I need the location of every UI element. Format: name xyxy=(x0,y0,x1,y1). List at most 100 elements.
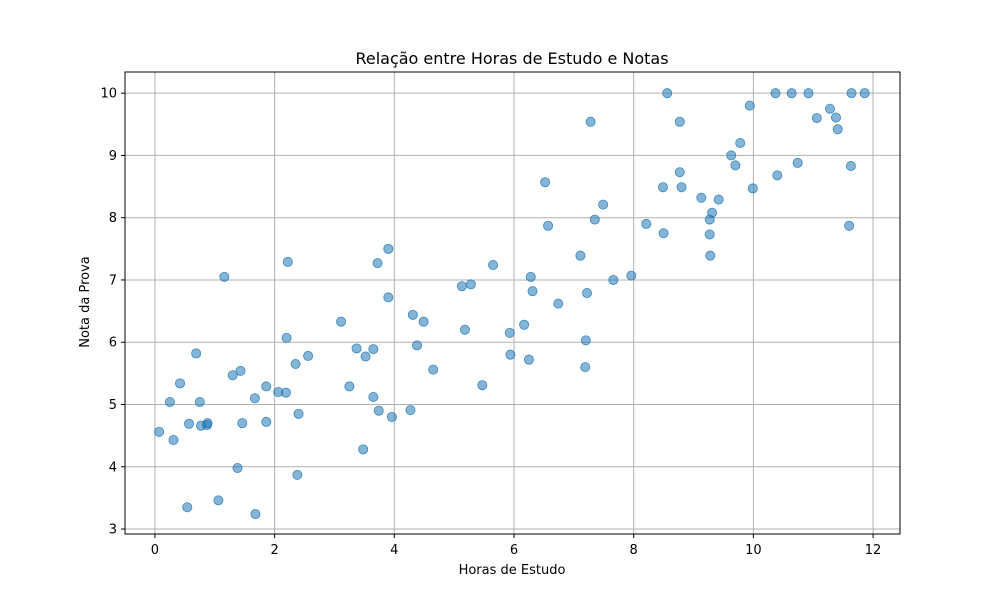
scatter-point xyxy=(580,362,591,373)
scatter-point xyxy=(824,103,835,114)
scatter-point xyxy=(589,214,600,225)
x-tick-label: 6 xyxy=(510,543,518,558)
scatter-point xyxy=(845,161,856,172)
scatter-point xyxy=(336,316,347,327)
scatter-point xyxy=(213,495,224,506)
scatter-point xyxy=(770,88,781,99)
scatter-point xyxy=(598,199,609,210)
x-axis-ticks: 0 2 4 6 8 10 12 xyxy=(151,534,881,558)
scatter-point xyxy=(261,416,272,427)
scatter-point xyxy=(292,469,303,480)
scatter-point xyxy=(184,418,195,429)
scatter-point xyxy=(290,359,301,370)
scatter-point xyxy=(227,370,238,381)
data-points xyxy=(154,88,870,520)
scatter-point xyxy=(237,418,248,429)
scatter-point xyxy=(658,228,669,239)
scatter-point xyxy=(846,88,857,99)
chart-title: Relação entre Horas de Estudo e Notas xyxy=(355,49,668,68)
scatter-point xyxy=(580,335,591,346)
scatter-point xyxy=(658,182,669,193)
scatter-point xyxy=(261,381,272,392)
scatter-point xyxy=(386,411,397,422)
y-tick-label: 5 xyxy=(109,398,117,413)
scatter-point xyxy=(553,298,564,309)
scatter-point xyxy=(540,177,551,188)
scatter-point xyxy=(662,88,673,99)
scatter-point xyxy=(368,392,379,403)
scatter-point xyxy=(154,426,165,437)
scatter-point xyxy=(232,462,243,473)
x-tick-label: 4 xyxy=(390,543,398,558)
scatter-point xyxy=(368,344,379,355)
scatter-point xyxy=(747,183,758,194)
scatter-point xyxy=(641,218,652,229)
y-tick-label: 3 xyxy=(109,523,117,538)
scatter-point xyxy=(735,137,746,148)
scatter-point xyxy=(488,260,499,271)
scatter-point xyxy=(608,274,619,285)
scatter-point xyxy=(674,116,685,127)
scatter-point xyxy=(456,281,467,292)
x-axis-label: Horas de Estudo xyxy=(459,563,566,578)
y-tick-label: 7 xyxy=(109,273,117,288)
scatter-point xyxy=(792,157,803,168)
scatter-point xyxy=(744,100,755,111)
scatter-point xyxy=(280,387,291,398)
y-tick-label: 8 xyxy=(109,211,117,226)
scatter-point xyxy=(383,292,394,303)
scatter-point xyxy=(505,349,516,360)
scatter-point xyxy=(175,378,186,389)
y-tick-label: 9 xyxy=(109,149,117,164)
scatter-point xyxy=(249,393,260,404)
scatter-point xyxy=(585,116,596,127)
y-tick-label: 4 xyxy=(109,460,117,475)
scatter-point xyxy=(360,351,371,362)
scatter-point xyxy=(418,316,429,327)
scatter-point xyxy=(523,354,534,365)
x-tick-label: 2 xyxy=(270,543,278,558)
scatter-point xyxy=(575,250,586,261)
scatter-point xyxy=(293,408,304,419)
scatter-point xyxy=(519,319,530,330)
scatter-point xyxy=(811,113,822,124)
scatter-point xyxy=(373,405,384,416)
x-tick-label: 10 xyxy=(745,543,762,558)
scatter-point xyxy=(832,124,843,135)
scatter-point xyxy=(405,405,416,416)
scatter-point xyxy=(772,170,783,181)
scatter-point xyxy=(235,365,246,376)
scatter-point xyxy=(830,112,841,123)
scatter-point xyxy=(707,207,718,218)
scatter-point xyxy=(713,194,724,205)
scatter-point xyxy=(351,343,362,354)
scatter-point xyxy=(477,380,488,391)
scatter-point xyxy=(786,88,797,99)
y-axis-label: Nota da Prova xyxy=(78,256,93,348)
scatter-point xyxy=(383,243,394,254)
scatter-point xyxy=(282,256,293,267)
scatter-point xyxy=(676,182,687,193)
scatter-point xyxy=(543,220,554,231)
scatter-point xyxy=(219,271,230,282)
scatter-point xyxy=(527,286,538,297)
grid-lines xyxy=(125,72,900,534)
scatter-point xyxy=(344,381,355,392)
scatter-point xyxy=(582,288,593,299)
scatter-point xyxy=(164,396,175,407)
scatter-point xyxy=(674,167,685,178)
scatter-point xyxy=(459,324,470,335)
scatter-point xyxy=(844,220,855,231)
scatter-point xyxy=(803,88,814,99)
y-tick-label: 6 xyxy=(109,336,117,351)
scatter-point xyxy=(696,192,707,203)
scatter-point xyxy=(303,350,314,361)
scatter-point xyxy=(704,229,715,240)
scatter-point xyxy=(194,396,205,407)
scatter-point xyxy=(168,434,179,445)
scatter-point xyxy=(281,332,292,343)
y-tick-label: 10 xyxy=(100,87,117,102)
x-tick-label: 0 xyxy=(151,543,159,558)
